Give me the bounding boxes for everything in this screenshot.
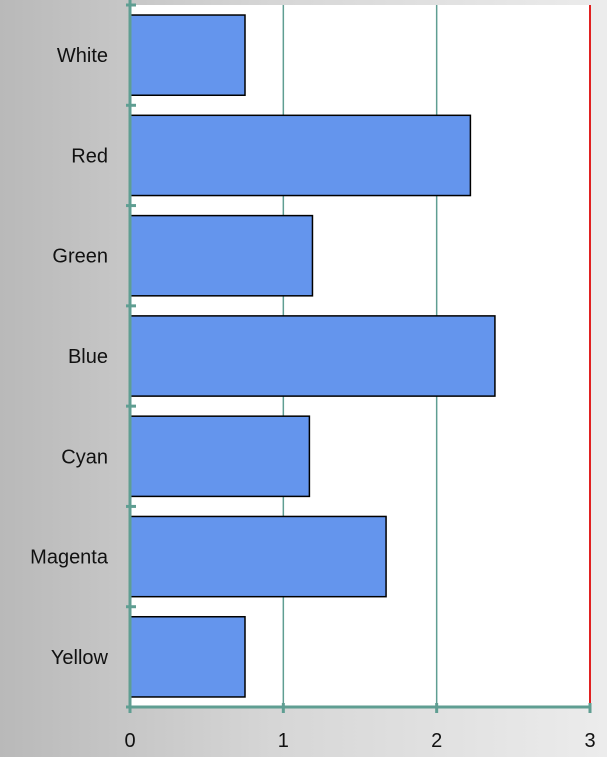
x-tick-label: 1 bbox=[278, 730, 289, 752]
bar bbox=[129, 14, 246, 97]
category-label: Yellow bbox=[51, 647, 109, 669]
x-tick-label: 2 bbox=[431, 730, 442, 752]
bars bbox=[129, 14, 496, 698]
labels: White Red Green Blue Cyan Magenta Yellow 0 1 2 3 bbox=[30, 45, 595, 752]
category-label: Magenta bbox=[30, 547, 109, 569]
bar bbox=[129, 214, 314, 297]
category-label: White bbox=[57, 45, 108, 67]
bar bbox=[129, 114, 472, 197]
axes bbox=[126, 0, 592, 713]
bar bbox=[129, 515, 387, 598]
x-tick-label: 3 bbox=[584, 730, 595, 752]
category-label: Cyan bbox=[61, 446, 108, 468]
bar bbox=[129, 315, 496, 397]
category-label: Blue bbox=[68, 346, 108, 368]
category-label: Red bbox=[71, 145, 108, 167]
bar bbox=[129, 415, 311, 498]
bar bbox=[129, 615, 246, 698]
x-tick-label: 0 bbox=[124, 730, 135, 752]
category-label: Green bbox=[52, 246, 108, 268]
